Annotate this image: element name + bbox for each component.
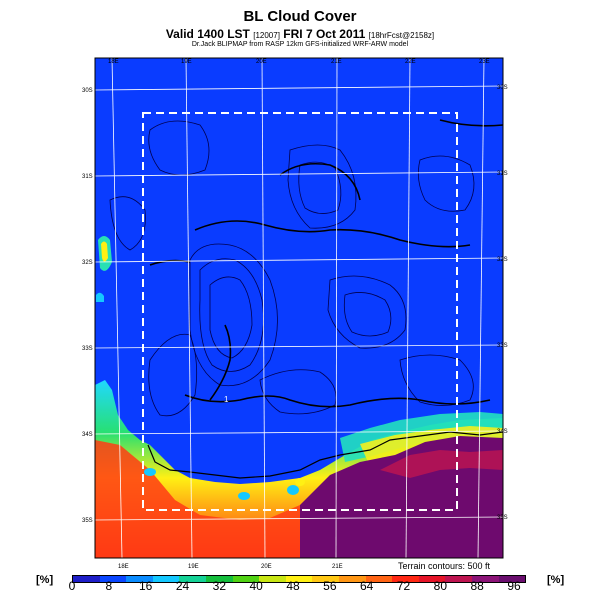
latitude-labels-left: 30S 31S 32S 33S 34S 35S — [82, 88, 93, 524]
latitude-label-right: 32S — [497, 257, 508, 263]
color-scale-cell — [471, 576, 499, 582]
latitude-label-left: 31S — [82, 174, 93, 180]
cloud-patch-west-core — [101, 241, 108, 262]
longitude-label-top: 21E — [331, 59, 342, 65]
color-scale-bar — [72, 575, 526, 583]
location-marker: 1 — [224, 395, 229, 404]
valid-code: [12007] — [253, 31, 280, 40]
color-scale-label: 0 — [68, 579, 76, 593]
lat-lon-grid — [95, 58, 503, 558]
longitude-label-bottom: 18E — [118, 564, 129, 570]
color-scale-cell — [259, 576, 286, 582]
color-scale-labels: 0 8 16 24 32 40 48 56 64 72 80 88 96 — [0, 579, 600, 599]
chart-title: BL Cloud Cover — [243, 8, 357, 25]
forecast-hours: [18hrFcst@2158z] — [368, 31, 435, 40]
terrain-contours — [109, 120, 475, 417]
valid-time-line: Valid 1400 LST [12007] FRI 7 Oct 2011 [1… — [0, 27, 600, 41]
model-credit: Dr.Jack BLIPMAP from RASP 12km GFS-initi… — [191, 41, 409, 48]
latitude-label-right: 35S — [497, 515, 508, 521]
longitude-label-top: 22E — [405, 59, 416, 65]
color-scale-label: 64 — [359, 579, 374, 593]
color-scale-label: 96 — [507, 579, 521, 593]
color-scale-cell — [232, 576, 260, 582]
latitude-label-right: 30S — [497, 85, 508, 91]
cloud-speck-1 — [144, 468, 156, 476]
color-scale-cell — [99, 576, 127, 582]
color-scale-cell — [179, 576, 206, 582]
color-scale-cell — [73, 576, 100, 582]
forecast-date: FRI 7 Oct 2011 — [283, 27, 366, 41]
unit-label-left: [%] — [36, 574, 54, 586]
longitude-label-bottom: 21E — [332, 564, 343, 570]
valid-time: Valid 1400 LST — [165, 27, 250, 41]
longitude-label-top: 19E — [181, 59, 192, 65]
color-scale-cell — [498, 576, 526, 582]
longitude-label-top: 20E — [256, 59, 267, 65]
cloud-cover-inland-edge — [380, 450, 503, 478]
inner-domain-boundary — [142, 112, 458, 511]
coastline — [147, 431, 503, 479]
longitude-labels-bottom: 18E 19E 20E 21E — [118, 564, 343, 570]
terrain-contours-note: Terrain contours: 500 ft — [398, 561, 491, 571]
longitude-label-top: 23E — [479, 59, 490, 65]
color-scale-cell — [418, 576, 446, 582]
latitude-label-left: 34S — [82, 432, 93, 438]
color-scale-label: 16 — [138, 579, 153, 593]
color-scale-cell — [365, 576, 393, 582]
latitude-label-left: 32S — [82, 260, 93, 266]
longitude-label-bottom: 20E — [261, 564, 272, 570]
color-scale-label: 24 — [175, 579, 190, 593]
unit-label-right: [%] — [547, 574, 565, 586]
color-scale-label: 56 — [323, 579, 337, 593]
map-frame — [94, 57, 504, 559]
latitude-label-right: 34S — [497, 429, 508, 435]
color-scale-label: 80 — [433, 579, 448, 593]
color-scale-cell — [152, 576, 180, 582]
latitude-label-left: 33S — [82, 346, 93, 352]
latitude-label-left: 30S — [82, 88, 93, 94]
color-scale-label: 40 — [249, 579, 263, 593]
latitude-label-left: 35S — [82, 518, 93, 524]
color-scale-label: 48 — [286, 579, 300, 593]
color-scale-cell — [126, 576, 153, 582]
cloud-patch-west-small — [96, 292, 104, 302]
color-scale-cell — [312, 576, 339, 582]
color-scale-cell — [445, 576, 472, 582]
latitude-labels-right: 30S 31S 32S 33S 34S 35S — [497, 85, 508, 521]
cloud-speck-2 — [238, 492, 250, 500]
color-scale-cell — [338, 576, 366, 582]
cloud-speck-3 — [287, 485, 299, 495]
longitude-label-bottom: 19E — [188, 564, 199, 570]
color-scale-cell — [205, 576, 233, 582]
color-scale-cell — [392, 576, 419, 582]
longitude-label-top: 18E — [108, 59, 119, 65]
latitude-label-right: 31S — [497, 171, 508, 177]
latitude-label-right: 33S — [497, 343, 508, 349]
cloud-speck-4 — [295, 478, 305, 486]
color-scale-label: 72 — [396, 579, 411, 593]
color-scale-label: 32 — [212, 579, 227, 593]
longitude-labels-top: 18E 19E 20E 21E 22E 23E — [108, 59, 490, 65]
color-scale-cell — [285, 576, 313, 582]
color-scale-label: 8 — [105, 579, 113, 593]
color-scale-label: 88 — [470, 579, 484, 593]
